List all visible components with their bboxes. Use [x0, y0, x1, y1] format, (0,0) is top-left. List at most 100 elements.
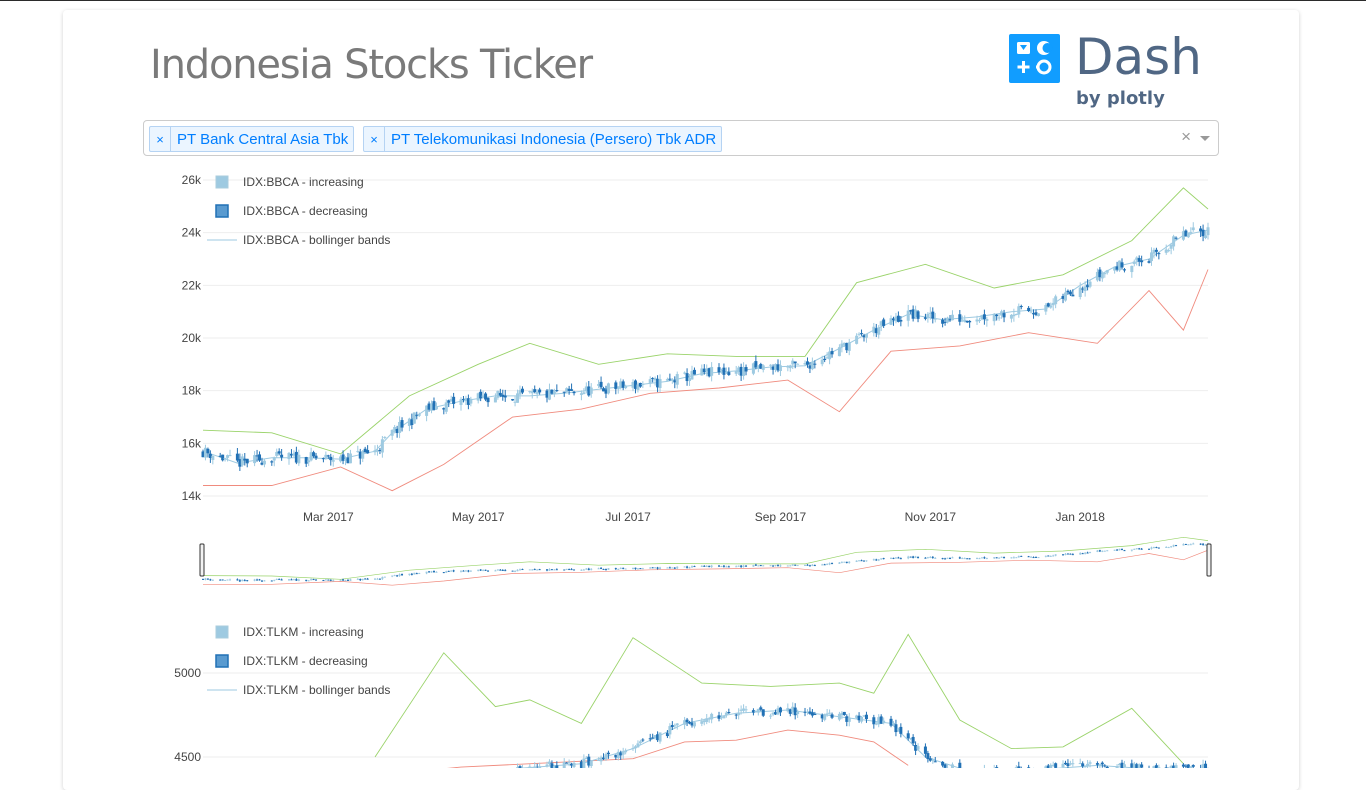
y-tick-label: 5000: [174, 666, 201, 680]
tlkm-candle-body: [831, 714, 834, 717]
slider-candle-body: [809, 565, 811, 566]
bbca-candle-body: [831, 351, 834, 354]
slider-upper-band: [203, 537, 1208, 579]
slider-candle-body: [863, 561, 865, 562]
slider-candle-body: [1190, 544, 1192, 545]
slider-candle-body: [598, 568, 600, 569]
slider-candle-body: [514, 571, 516, 572]
slider-candle-body: [924, 558, 926, 559]
slider-candle-body: [1050, 556, 1052, 557]
slider-candle-body: [824, 564, 826, 565]
ticker-dropdown[interactable]: × PT Bank Central Asia Tbk × PT Telekomu…: [143, 120, 1219, 156]
tlkm-candle-body: [1098, 764, 1101, 766]
bbca-candle-body: [401, 420, 404, 427]
slider-candle-body: [861, 560, 863, 561]
tlkm-candle-body: [673, 725, 676, 726]
remove-chip-button[interactable]: ×: [150, 127, 171, 151]
slider-candle-body: [1123, 550, 1125, 551]
slider-candle-body: [1136, 548, 1138, 549]
slider-candle-body: [411, 574, 413, 575]
slider-candle-body: [912, 556, 914, 557]
tlkm-candle-body: [668, 726, 671, 734]
tlkm-candle-body: [1084, 766, 1087, 767]
tlkm-candle-body: [1071, 763, 1074, 764]
remove-chip-button[interactable]: ×: [364, 127, 385, 151]
tlkm-candle-body: [890, 719, 893, 726]
slider-candle-body: [573, 570, 575, 571]
slider-candle-body: [755, 565, 757, 566]
slider-candle-body: [760, 565, 762, 566]
slider-candle-body: [1064, 554, 1066, 555]
bbca-candle-body: [1054, 296, 1057, 304]
slider-candle-body: [691, 566, 693, 567]
slider-candle-body: [512, 571, 514, 572]
slider-candle-body: [467, 571, 469, 572]
bbca-candle-body: [511, 399, 514, 400]
slider-candle-body: [315, 580, 317, 581]
bbca-candle-body: [1148, 261, 1151, 263]
clear-selection-button[interactable]: ×: [1181, 127, 1191, 147]
dash-logo-icon: [1009, 34, 1060, 83]
slider-candle-body: [752, 565, 754, 567]
tlkm-candle-body: [762, 709, 765, 715]
slider-candle-body: [684, 566, 686, 567]
bollinger-middle-band: [203, 230, 1208, 463]
slider-candle-body: [615, 568, 617, 569]
tlkm-candle-body: [848, 718, 851, 722]
slider-candle-body: [927, 557, 929, 558]
bbca-candle-body: [1049, 306, 1052, 308]
bbca-candle-body: [877, 327, 880, 334]
slider-candle-body: [762, 565, 764, 566]
slider-candle-body: [281, 579, 283, 580]
slider-candle-body: [1168, 547, 1170, 548]
bbca-candle-body: [1017, 306, 1020, 314]
range-slider-left-handle: [200, 544, 204, 576]
tlkm-candle-body: [727, 712, 730, 713]
bbca-candle-body: [978, 320, 981, 321]
tlkm-candle-body: [907, 733, 910, 738]
dash-logo[interactable]: Dash by plotly: [1009, 34, 1209, 110]
slider-candle-body: [720, 566, 722, 567]
slider-candle-body: [563, 570, 565, 571]
bbca-candle-body: [383, 437, 386, 438]
slider-candle-body: [880, 558, 882, 559]
bbca-range-slider[interactable]: [200, 537, 1211, 585]
slider-candle-body: [831, 563, 833, 564]
slider-candle-body: [743, 566, 745, 567]
slider-candle-body: [566, 569, 568, 570]
slider-candle-body: [227, 580, 229, 581]
slider-candle-body: [964, 558, 966, 559]
slider-candle-body: [571, 569, 573, 570]
tlkm-candle-body: [872, 717, 875, 724]
bbca-candle-body: [1150, 252, 1153, 261]
slider-candle-body: [204, 578, 206, 580]
slider-candle-body: [846, 562, 848, 563]
tlkm-candle-body: [1062, 764, 1065, 767]
slider-candle-body: [841, 562, 843, 563]
tlkm-candle-body: [843, 712, 846, 715]
bbca-candle-body: [838, 347, 841, 356]
slider-candle-body: [263, 580, 265, 581]
slider-candle-body: [1185, 544, 1187, 545]
slider-candle-body: [362, 579, 364, 580]
bbca-candle-body: [607, 383, 610, 393]
tlkm-candle-body: [1089, 762, 1092, 763]
slider-candle-body: [229, 580, 231, 581]
bbca-candle-body: [312, 452, 315, 456]
slider-candle-body: [770, 565, 772, 566]
tlkm-candle-body: [1123, 764, 1126, 767]
chevron-down-icon[interactable]: [1200, 136, 1210, 141]
slider-candle-body: [359, 579, 361, 580]
slider-candle-body: [1205, 545, 1207, 546]
slider-candle-body: [551, 569, 553, 570]
bollinger-upper-band: [203, 188, 1208, 454]
slider-candle-body: [998, 558, 1000, 559]
tlkm-candle-body: [1204, 764, 1207, 768]
slider-candle-body: [676, 567, 678, 569]
slider-candle-body: [236, 579, 238, 580]
tlkm-candle-body: [924, 747, 927, 754]
slider-candle-body: [895, 558, 897, 559]
